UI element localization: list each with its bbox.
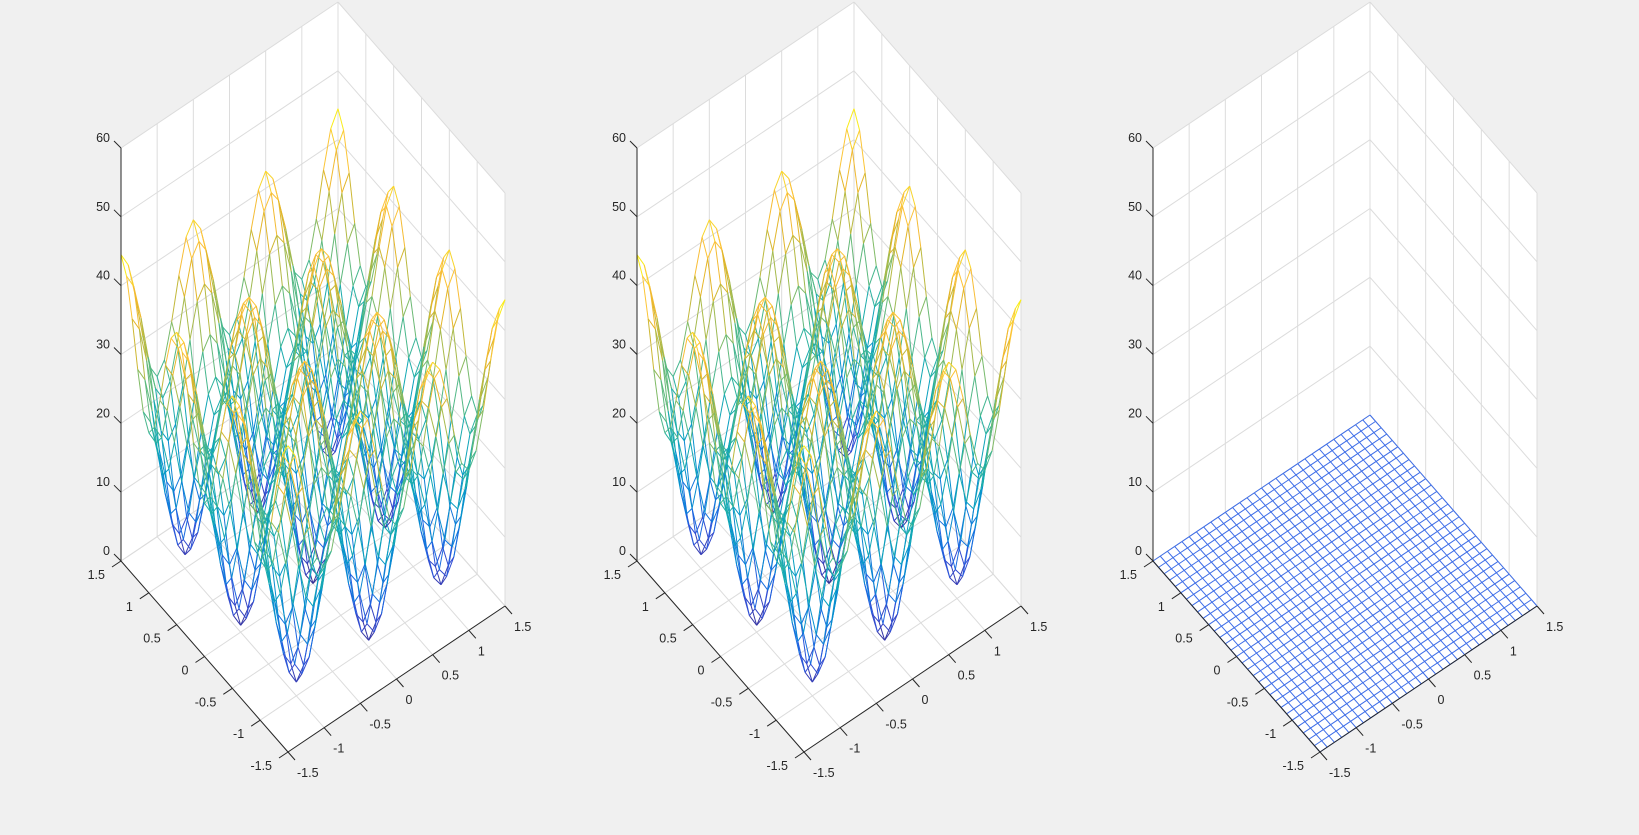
tick-labels: 0102030405060-1.5-1-0.500.511.5-1.5-1-0.… <box>604 131 1048 780</box>
x-tick-label: 1 <box>478 644 485 658</box>
z-tick-label: 50 <box>96 200 110 214</box>
z-tick-label: 10 <box>1128 475 1142 489</box>
axes-1-rastrigin-mesh[interactable]: 0102030405060-1.5-1-0.500.511.5-1.5-1-0.… <box>88 1 532 780</box>
y-tick-label: -1 <box>749 727 760 741</box>
axis-lines <box>1143 140 1545 761</box>
x-tick-label: -1 <box>1365 742 1376 756</box>
y-tick-label: 1.5 <box>604 568 621 582</box>
y-tick-label: 1 <box>642 600 649 614</box>
y-tick-label: 0 <box>182 664 189 678</box>
z-tick-label: 30 <box>96 338 110 352</box>
z-tick-label: 0 <box>103 544 110 558</box>
y-tick-label: -0.5 <box>711 695 733 709</box>
axes-3-flat-mesh[interactable]: 0102030405060-1.5-1-0.500.511.5-1.5-1-0.… <box>1120 1 1564 780</box>
z-tick-label: 60 <box>96 131 110 145</box>
y-tick-label: 1 <box>1158 600 1165 614</box>
tick-labels: 0102030405060-1.5-1-0.500.511.5-1.5-1-0.… <box>88 131 532 780</box>
y-tick-label: 0.5 <box>1175 632 1192 646</box>
z-tick-label: 10 <box>612 475 626 489</box>
x-tick-label: -1.5 <box>1329 766 1351 780</box>
x-tick-label: 0.5 <box>442 669 459 683</box>
z-tick-label: 50 <box>1128 200 1142 214</box>
y-tick-label: 1.5 <box>88 568 105 582</box>
y-tick-label: -0.5 <box>1227 695 1249 709</box>
z-tick-label: 40 <box>1128 269 1142 283</box>
x-tick-label: 0.5 <box>958 669 975 683</box>
z-tick-label: 60 <box>612 131 626 145</box>
axis-lines <box>627 140 1029 761</box>
x-tick-label: -1 <box>333 742 344 756</box>
x-tick-label: 0 <box>1438 693 1445 707</box>
surface-mesh <box>636 108 1022 683</box>
z-tick-label: 0 <box>619 544 626 558</box>
x-tick-label: -1.5 <box>297 766 319 780</box>
x-tick-label: 1 <box>994 644 1001 658</box>
z-tick-label: 40 <box>612 269 626 283</box>
z-tick-label: 20 <box>612 406 626 420</box>
y-tick-label: 0 <box>698 664 705 678</box>
axes-box <box>1153 2 1537 752</box>
x-tick-label: -0.5 <box>1401 717 1423 731</box>
z-tick-label: 60 <box>1128 131 1142 145</box>
x-tick-label: 0.5 <box>1474 669 1491 683</box>
y-tick-label: -1 <box>233 727 244 741</box>
z-tick-label: 20 <box>1128 406 1142 420</box>
z-tick-label: 20 <box>96 406 110 420</box>
y-tick-label: -1.5 <box>250 759 272 773</box>
y-tick-label: 0.5 <box>659 632 676 646</box>
x-tick-label: -1.5 <box>813 766 835 780</box>
x-tick-label: 1.5 <box>1546 620 1563 634</box>
y-tick-label: -0.5 <box>195 695 217 709</box>
x-tick-label: -0.5 <box>885 717 907 731</box>
x-tick-label: -1 <box>849 742 860 756</box>
z-tick-label: 30 <box>1128 338 1142 352</box>
y-tick-label: -1.5 <box>766 759 788 773</box>
z-tick-label: 40 <box>96 269 110 283</box>
x-tick-label: 0 <box>922 693 929 707</box>
surface-mesh <box>120 108 506 683</box>
z-tick-label: 10 <box>96 475 110 489</box>
axis-lines <box>111 140 513 761</box>
x-tick-label: 1.5 <box>1030 620 1047 634</box>
y-tick-label: -1.5 <box>1282 759 1304 773</box>
x-tick-label: 1.5 <box>514 620 531 634</box>
y-tick-label: 1 <box>126 600 133 614</box>
axes-2-rastrigin-mesh[interactable]: 0102030405060-1.5-1-0.500.511.5-1.5-1-0.… <box>604 1 1048 780</box>
z-tick-label: 30 <box>612 338 626 352</box>
y-tick-label: 0 <box>1214 664 1221 678</box>
x-tick-label: -0.5 <box>369 717 391 731</box>
y-tick-label: 1.5 <box>1120 568 1137 582</box>
tick-labels: 0102030405060-1.5-1-0.500.511.5-1.5-1-0.… <box>1120 131 1564 780</box>
z-tick-label: 0 <box>1135 544 1142 558</box>
x-tick-label: 1 <box>1510 644 1517 658</box>
y-tick-label: 0.5 <box>143 632 160 646</box>
y-tick-label: -1 <box>1265 727 1276 741</box>
surface-mesh <box>1152 414 1538 753</box>
x-tick-label: 0 <box>406 693 413 707</box>
z-tick-label: 50 <box>612 200 626 214</box>
